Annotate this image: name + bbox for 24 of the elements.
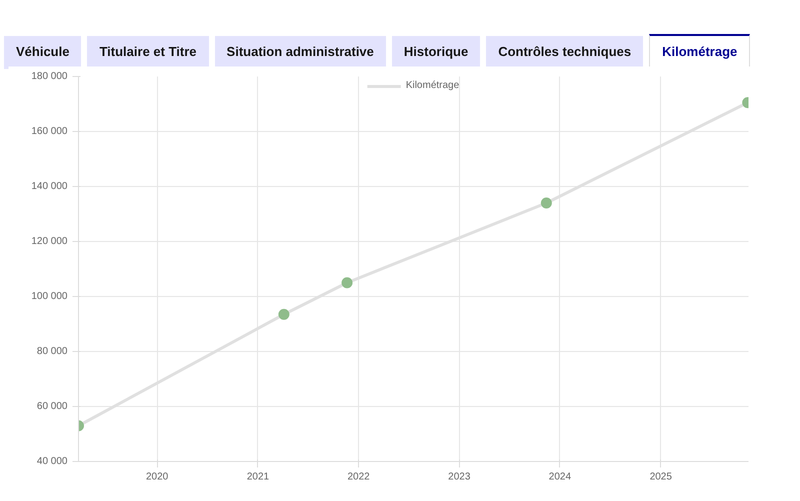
y-tick-label: 60 000 — [36, 401, 68, 412]
text: Situation administrative — [214, 36, 386, 69]
y-tick-label: 180 000 — [31, 71, 68, 82]
x-tick-label: 2025 — [650, 472, 672, 482]
point — [540, 198, 552, 208]
text: Historique — [392, 36, 480, 69]
point — [342, 277, 353, 288]
y-tick-label: 120 000 — [31, 236, 68, 247]
y-tick-label: 140 000 — [31, 181, 68, 192]
text: Kilométrage — [649, 34, 750, 69]
text: Véhicule — [4, 36, 82, 69]
text: Contrôles techniques — [486, 36, 644, 69]
x-tick-label: 2024 — [548, 472, 572, 482]
y-tick-label: 80 000 — [36, 346, 68, 357]
y-tick-label: 40 000 — [36, 456, 68, 467]
x-tick-label: 2022 — [348, 472, 370, 482]
text: Titulaire et Titre — [87, 36, 209, 69]
point — [278, 308, 290, 320]
x-tick-label: 2023 — [448, 472, 471, 482]
x-tick-label: 2020 — [146, 472, 169, 482]
y-tick-label: 100 000 — [31, 291, 68, 302]
y-tick-label: 160 000 — [31, 126, 68, 137]
legend-label: Kilométrage — [406, 80, 460, 91]
x-tick-label: 2021 — [246, 472, 270, 482]
